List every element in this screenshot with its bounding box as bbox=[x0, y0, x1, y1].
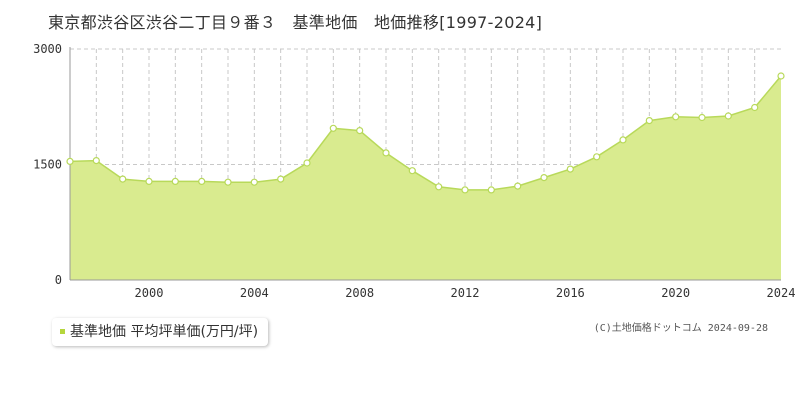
y-tick-label: 0 bbox=[55, 273, 62, 287]
x-tick-label: 2024 bbox=[767, 286, 796, 300]
data-point bbox=[487, 186, 495, 194]
data-point bbox=[250, 178, 258, 186]
price-data-points bbox=[66, 72, 785, 194]
tick-labels: 0 1500 3000 2000 2004 2008 2012 2016 2020 2024 bbox=[33, 42, 795, 300]
x-tick-label: 2016 bbox=[556, 286, 585, 300]
y-tick-label: 3000 bbox=[33, 42, 62, 56]
price-area-series bbox=[69, 75, 782, 280]
legend: 基準地価 平均坪単価(万円/坪) bbox=[52, 318, 269, 346]
data-point bbox=[724, 112, 732, 120]
data-point bbox=[171, 177, 179, 185]
data-point bbox=[329, 124, 337, 132]
data-point bbox=[435, 183, 443, 191]
data-point bbox=[645, 116, 653, 125]
data-point bbox=[356, 127, 364, 135]
y-tick-label: 1500 bbox=[33, 158, 62, 172]
data-point bbox=[119, 175, 127, 183]
data-point bbox=[514, 182, 522, 190]
price-area-fill bbox=[70, 76, 781, 280]
data-point bbox=[224, 178, 232, 186]
data-point bbox=[751, 103, 759, 112]
x-tick-label: 2012 bbox=[451, 286, 480, 300]
data-point bbox=[145, 177, 153, 185]
x-tick-label: 2008 bbox=[345, 286, 374, 300]
data-point bbox=[777, 72, 785, 80]
data-point bbox=[303, 159, 311, 167]
data-point bbox=[382, 149, 390, 157]
legend-label: 基準地価 平均坪単価(万円/坪) bbox=[70, 324, 259, 340]
price-line bbox=[69, 75, 782, 191]
x-tick-label: 2020 bbox=[661, 286, 690, 300]
data-point bbox=[593, 153, 601, 161]
x-tick-label: 2004 bbox=[240, 286, 269, 300]
data-point bbox=[461, 186, 469, 194]
data-point bbox=[277, 175, 285, 183]
data-point bbox=[540, 174, 548, 182]
data-point bbox=[698, 113, 706, 122]
legend-marker bbox=[60, 328, 65, 334]
data-point bbox=[408, 167, 416, 175]
chart-title: 東京都渋谷区渋谷二丁目９番３ 基準地価 地価推移[1997-2024] bbox=[48, 13, 543, 32]
data-point bbox=[566, 165, 574, 173]
data-point bbox=[198, 177, 206, 185]
data-point bbox=[619, 136, 627, 144]
copyright-text: (C)土地価格ドットコム 2024-09-28 bbox=[593, 323, 768, 334]
data-point bbox=[92, 157, 100, 165]
data-point bbox=[672, 113, 680, 121]
data-point bbox=[66, 157, 74, 165]
x-tick-label: 2000 bbox=[135, 286, 164, 300]
